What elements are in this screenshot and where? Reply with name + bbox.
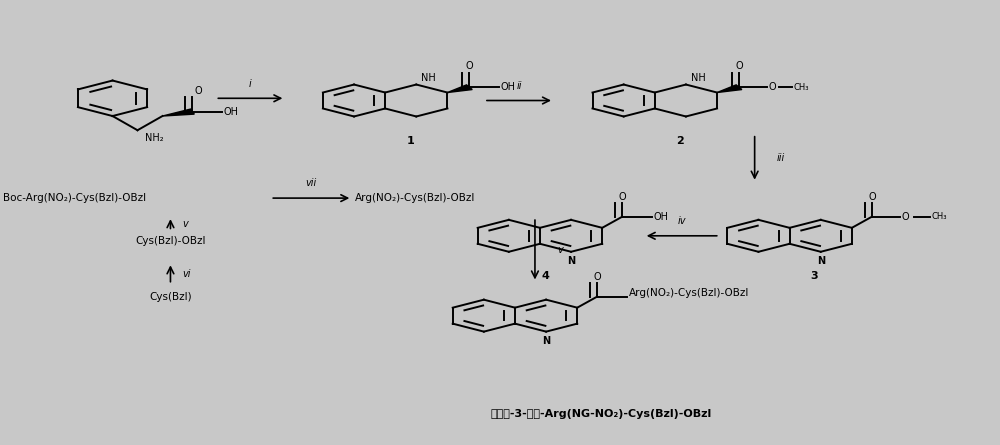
Text: OH: OH: [223, 107, 238, 117]
Text: OH: OH: [653, 212, 668, 222]
Text: NH₂: NH₂: [145, 133, 164, 143]
Text: vii: vii: [306, 178, 317, 188]
Text: O: O: [466, 61, 473, 71]
Text: N: N: [567, 256, 575, 266]
Text: O: O: [194, 85, 202, 96]
Polygon shape: [717, 85, 742, 93]
Text: 4: 4: [542, 271, 550, 281]
Text: Cys(Bzl)-OBzl: Cys(Bzl)-OBzl: [135, 236, 206, 246]
Text: O: O: [618, 192, 626, 202]
Text: Cys(Bzl): Cys(Bzl): [149, 292, 192, 302]
Text: 3: 3: [811, 271, 818, 281]
Text: NH: NH: [421, 73, 436, 83]
Text: O: O: [868, 192, 876, 202]
Text: vi: vi: [182, 268, 191, 279]
Text: 异喹啉-3-甲酰-Arg(NG-NO₂)-Cys(Bzl)-OBzl: 异喹啉-3-甲酰-Arg(NG-NO₂)-Cys(Bzl)-OBzl: [490, 409, 711, 419]
Text: Boc-Arg(NO₂)-Cys(Bzl)-OBzl: Boc-Arg(NO₂)-Cys(Bzl)-OBzl: [3, 193, 146, 203]
Text: i: i: [249, 78, 252, 89]
Text: NH: NH: [691, 73, 706, 83]
Text: N: N: [542, 336, 550, 346]
Text: CH₃: CH₃: [932, 212, 947, 221]
Text: N: N: [817, 256, 825, 266]
Text: O: O: [593, 272, 601, 282]
Text: O: O: [769, 82, 777, 92]
Text: Arg(NO₂)-Cys(Bzl)-OBzl: Arg(NO₂)-Cys(Bzl)-OBzl: [355, 193, 476, 203]
Text: iii: iii: [777, 153, 785, 163]
Text: O: O: [735, 61, 743, 71]
Text: v: v: [182, 219, 188, 229]
Text: OH: OH: [500, 82, 515, 92]
Polygon shape: [447, 85, 472, 93]
Text: v: v: [557, 245, 563, 255]
Text: iv: iv: [677, 216, 686, 226]
Text: CH₃: CH₃: [794, 83, 809, 92]
Polygon shape: [162, 109, 194, 116]
Text: O: O: [902, 212, 909, 222]
Text: ii: ii: [516, 81, 522, 91]
Text: 1: 1: [406, 136, 414, 146]
Text: Arg(NO₂)-Cys(Bzl)-OBzl: Arg(NO₂)-Cys(Bzl)-OBzl: [629, 288, 750, 298]
Text: 2: 2: [676, 136, 684, 146]
